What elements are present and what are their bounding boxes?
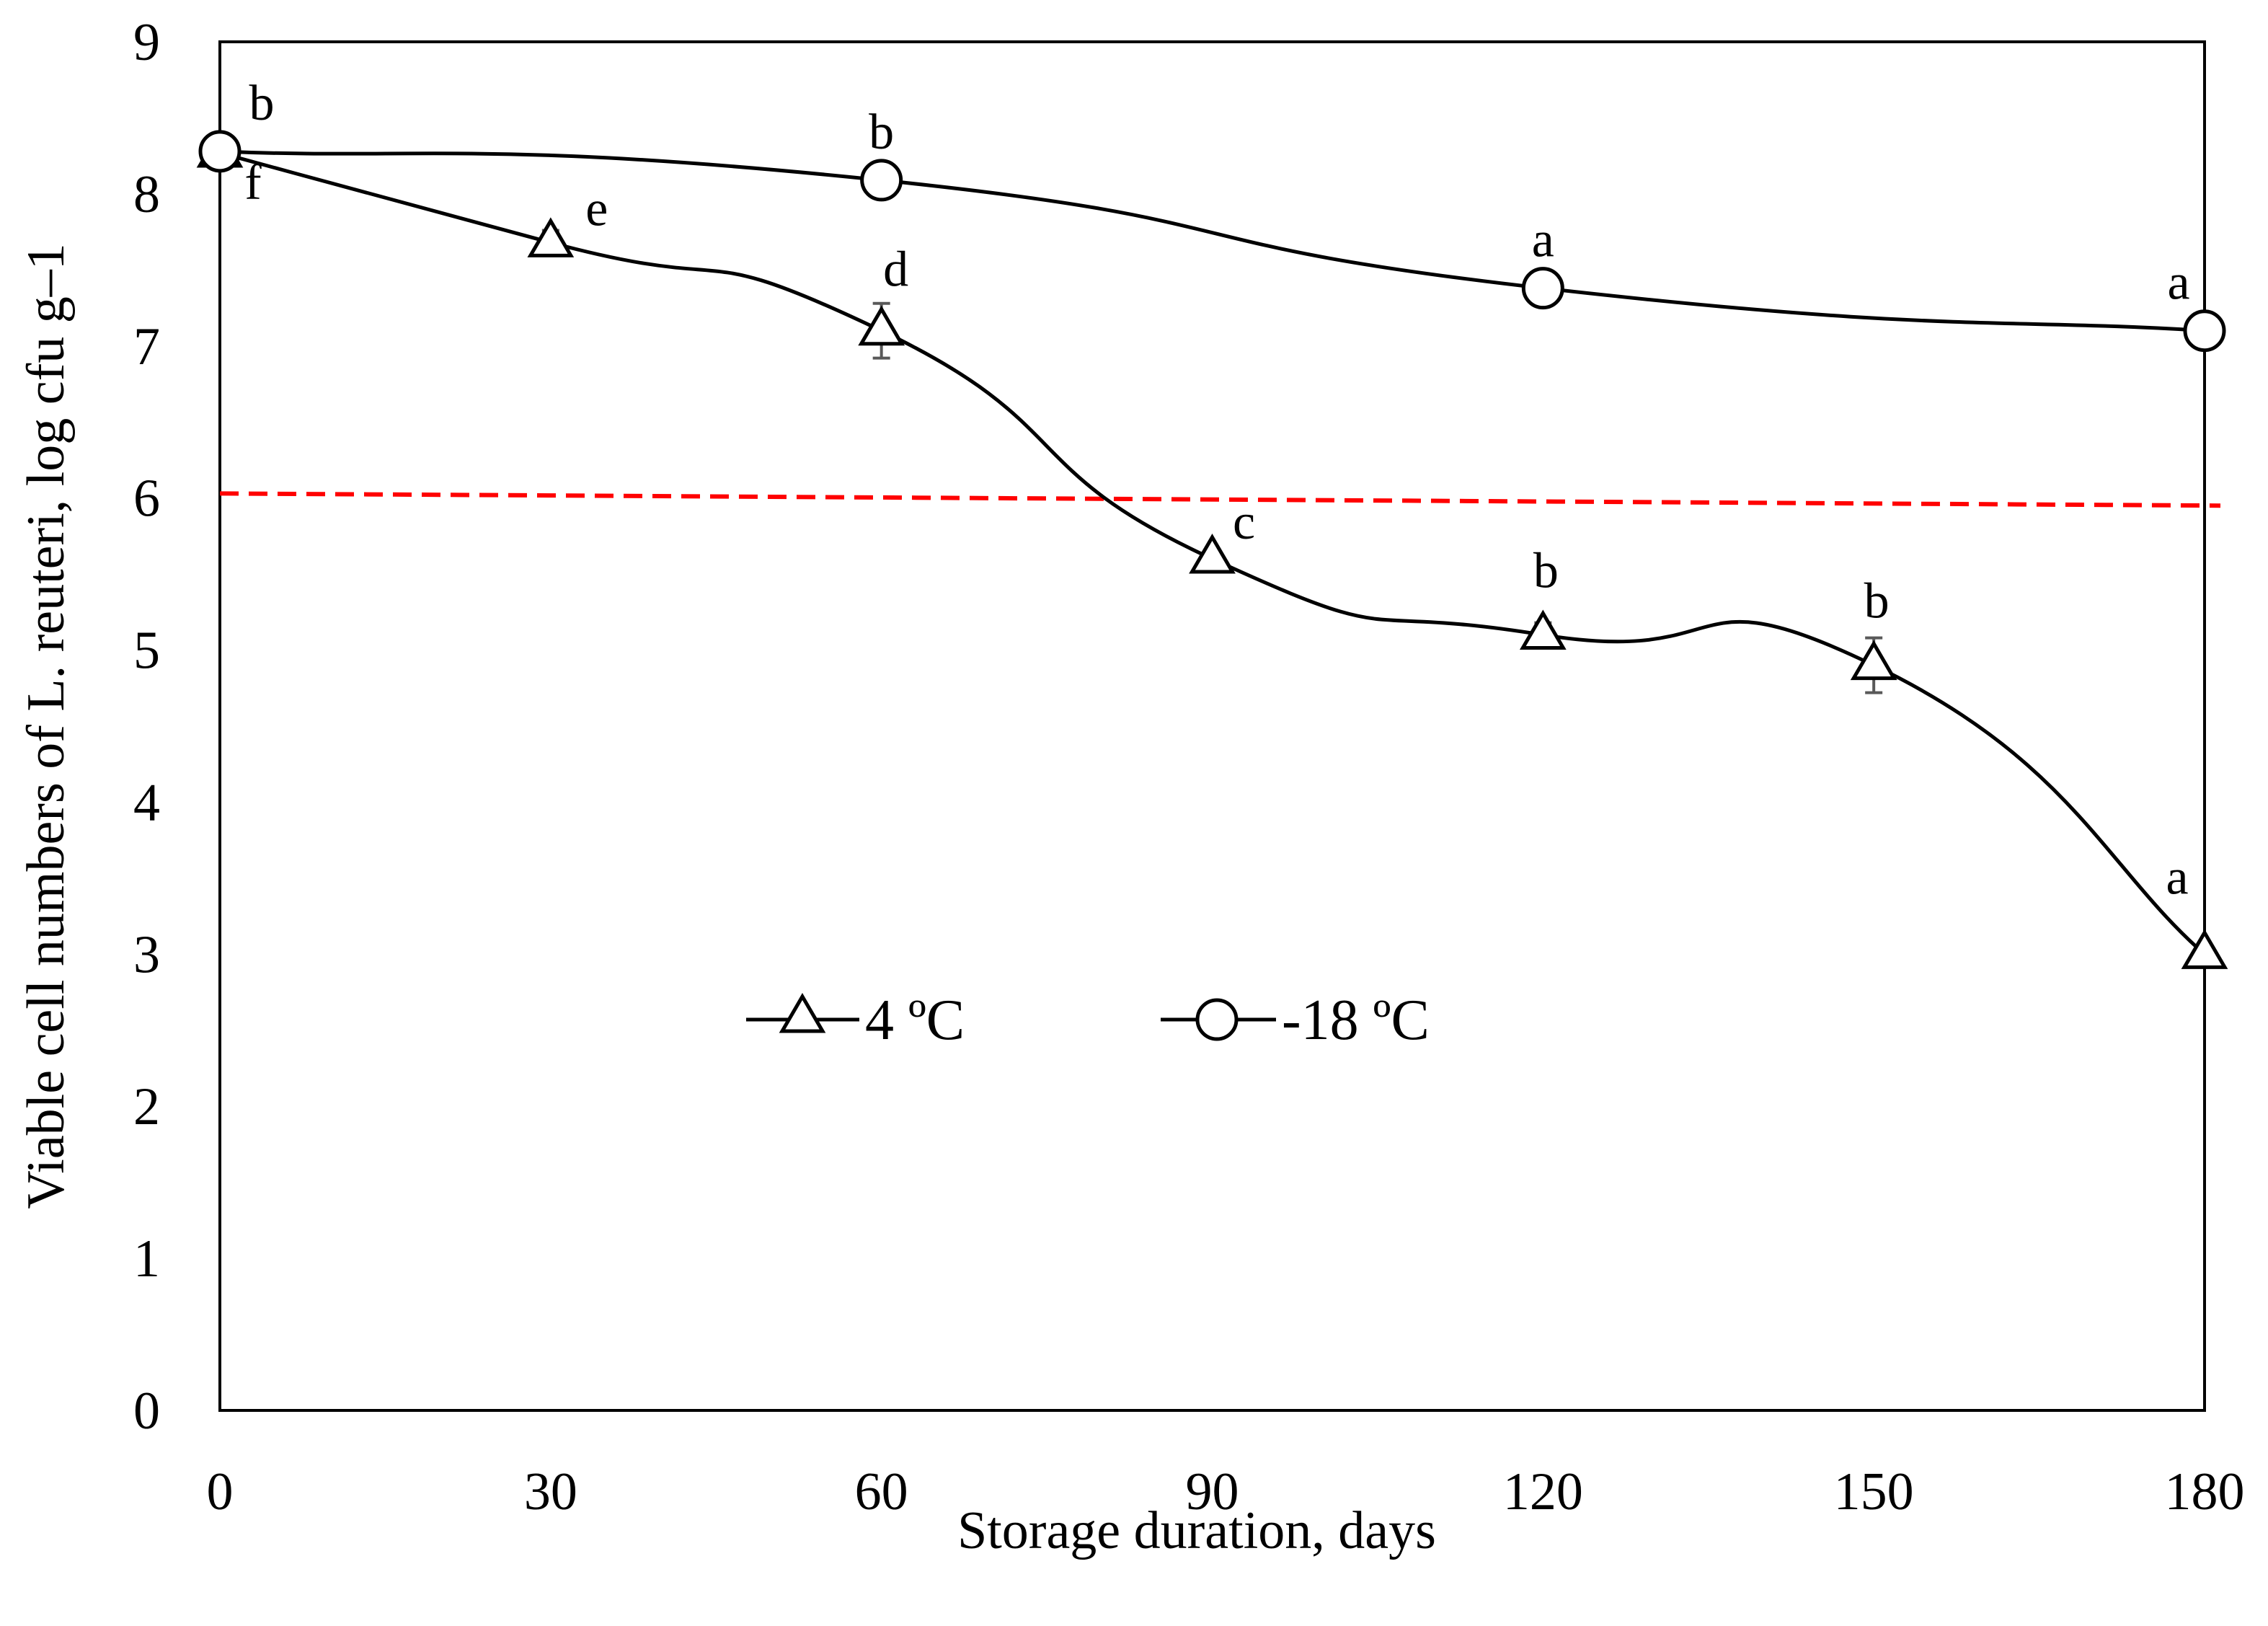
series-markers [196, 127, 2228, 969]
legend-circle-marker [1195, 998, 1239, 1041]
significance-letter: a [2166, 849, 2188, 905]
significance-letter: f [244, 155, 262, 211]
y-tick-label: 9 [133, 13, 160, 72]
y-tick-label: 6 [133, 469, 160, 529]
legend-label-minus18c: -18 ºC [1282, 989, 1430, 1052]
x-axis-ticks: 0 30 60 90 120 150 180 [207, 1462, 2245, 1521]
data-point-circle [860, 159, 903, 202]
legend-item-minus18c: -18 ºC [1161, 989, 1430, 1052]
y-tick-label: 4 [133, 773, 160, 832]
y-axis-title: Viable cell numbers of L. reuteri, log c… [17, 243, 76, 1209]
significance-letter: c [1233, 495, 1255, 550]
data-point-circle [198, 130, 242, 173]
series-line-1 [219, 149, 2205, 333]
data-point-circle [2183, 309, 2226, 353]
y-tick-label: 7 [133, 317, 160, 376]
data-point-triangle [1519, 609, 1567, 650]
significance-letter: b [249, 76, 275, 131]
y-tick-label: 0 [133, 1382, 160, 1441]
y-tick-label: 1 [133, 1229, 160, 1289]
x-axis-title: Storage duration, days [957, 1501, 1436, 1560]
y-tick-label: 8 [133, 165, 160, 224]
x-tick-label: 120 [1503, 1462, 1583, 1521]
x-tick-label: 60 [855, 1462, 908, 1521]
data-point-triangle [858, 305, 905, 346]
threshold-line [219, 491, 2221, 508]
x-tick-label: 30 [524, 1462, 577, 1521]
significance-letter: a [2167, 255, 2189, 311]
significance-letters: f e d c b b a b b a a [244, 76, 2189, 905]
significance-letter: b [1533, 543, 1559, 598]
y-tick-label: 5 [133, 622, 160, 681]
y-tick-label: 2 [133, 1077, 160, 1136]
significance-letter: b [869, 105, 894, 160]
legend-triangle-marker [779, 993, 826, 1033]
data-point-triangle [527, 217, 575, 257]
significance-letter: d [883, 242, 908, 298]
plot-area [218, 40, 2206, 1412]
data-point-triangle [1189, 534, 1236, 574]
significance-letter: b [1864, 574, 1890, 629]
x-tick-label: 150 [1834, 1462, 1914, 1521]
data-point-triangle [1850, 640, 1897, 681]
significance-letter: a [1532, 213, 1554, 268]
y-axis-ticks: 0 1 2 3 4 5 6 7 8 9 [133, 13, 160, 1441]
legend: 4 ºC -18 ºC [746, 989, 1430, 1052]
y-tick-label: 3 [133, 925, 160, 984]
data-point-triangle [2181, 929, 2228, 969]
legend-label-4c: 4 ºC [865, 989, 965, 1052]
x-tick-label: 0 [207, 1462, 234, 1521]
x-tick-label: 180 [2165, 1462, 2245, 1521]
data-point-circle [1521, 267, 1564, 310]
significance-letter: e [585, 181, 608, 237]
x-tick-label: 90 [1186, 1462, 1239, 1521]
legend-item-4c: 4 ºC [746, 989, 965, 1052]
